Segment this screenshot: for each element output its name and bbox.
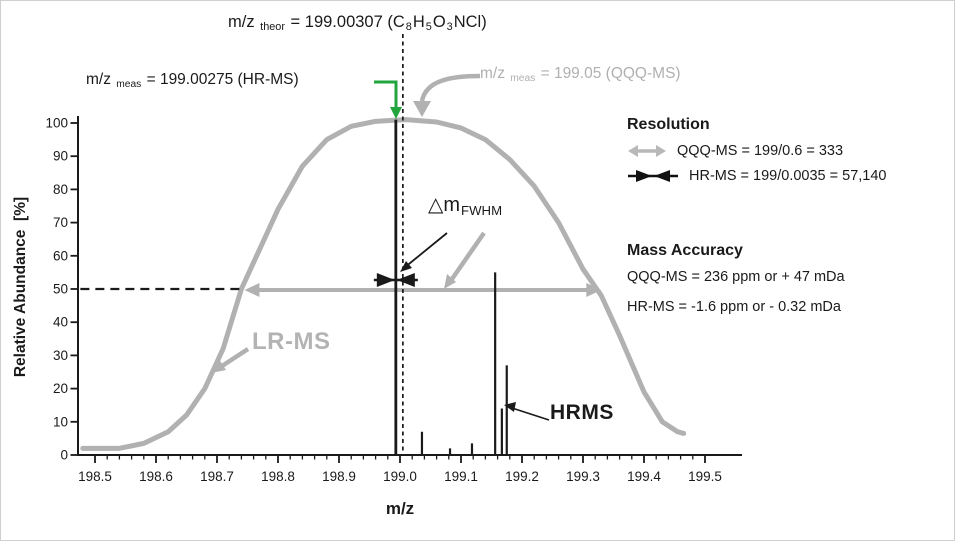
gray-curved-arrow	[413, 73, 481, 117]
accuracy-hr-row: HR-MS = -1.6 ppm or - 0.32 mDa	[627, 299, 845, 315]
hrms-measured-mass-label: m/z meas = 199.00275 (HR-MS)	[86, 71, 299, 90]
bowtie-arrow-icon	[628, 170, 678, 182]
y-axis-title: Relative Abundance [%]	[12, 196, 29, 378]
y-tick-label: 90	[53, 149, 68, 164]
accuracy-qqq-row: QQQ-MS = 236 ppm or + 47 mDa	[627, 269, 845, 285]
x-tick-label: 198.6	[139, 469, 173, 484]
x-tick-label: 199.4	[627, 469, 661, 484]
x-tick-label: 199.0	[383, 469, 417, 484]
hrms-peaks-label: HRMS	[550, 401, 614, 424]
fwhm-black-pointer-arrow	[400, 232, 448, 272]
qqq-fwhm-arrowhead-left	[244, 283, 260, 297]
x-tick-label: 199.2	[505, 469, 539, 484]
delta-m-fwhm-label: △mFWHM	[428, 194, 503, 218]
lrms-curve	[80, 117, 687, 451]
y-tick-label: 100	[45, 116, 68, 131]
y-tick-label: 0	[60, 448, 68, 463]
mass-accuracy-title: Mass Accuracy	[627, 242, 743, 259]
fwhm-gray-pointer-arrow	[444, 231, 486, 289]
double-arrow-icon	[628, 145, 666, 157]
accuracy-hr-text: HR-MS = -1.6 ppm or - 0.32 mDa	[627, 299, 841, 315]
resolution-title: Resolution	[627, 116, 710, 133]
y-tick-label: 30	[53, 348, 68, 363]
y-tick-label: 10	[53, 414, 68, 429]
y-tick-label: 80	[53, 182, 68, 197]
mass-accuracy-legend: Mass Accuracy QQQ-MS = 236 ppm or + 47 m…	[627, 242, 845, 329]
y-tick-label: 60	[53, 248, 68, 263]
resolution-qqq-text: QQQ-MS = 199/0.6 = 333	[677, 143, 844, 159]
x-tick-label: 199.5	[688, 469, 722, 484]
hr-fwhm-marker-right	[396, 273, 415, 288]
x-tick-label: 198.7	[200, 469, 234, 484]
x-tick-label: 198.9	[322, 469, 356, 484]
hrms-pointer-arrow	[504, 402, 550, 421]
resolution-hr-row: HR-MS = 199/0.0035 = 57,140	[627, 168, 887, 184]
theoretical-mass-label: m/z theor = 199.00307 (C8H5O3NCl)	[228, 13, 487, 34]
y-tick-label: 50	[53, 282, 68, 297]
green-measured-arrow	[374, 80, 402, 119]
x-axis-title: m/z	[385, 499, 415, 518]
y-tick-label: 40	[53, 315, 68, 330]
x-tick-label: 198.5	[78, 469, 112, 484]
x-tick-label: 199.3	[566, 469, 600, 484]
lrms-curve-label: LR-MS	[252, 328, 331, 355]
x-tick-label: 198.8	[261, 469, 295, 484]
qqq-measured-mass-label: m/z meas = 199.05 (QQQ-MS)	[480, 65, 681, 84]
accuracy-qqq-text: QQQ-MS = 236 ppm or + 47 mDa	[627, 269, 845, 285]
lrms-pointer-arrow	[211, 347, 250, 373]
y-tick-label: 70	[53, 215, 68, 230]
resolution-legend: Resolution QQQ-MS = 199/0.6 = 333 HR-MS …	[627, 116, 887, 193]
resolution-hr-text: HR-MS = 199/0.0035 = 57,140	[689, 168, 887, 184]
y-tick-label: 20	[53, 381, 68, 396]
hr-fwhm-marker-left	[376, 273, 395, 288]
x-tick-label: 199.1	[444, 469, 478, 484]
qqq-fwhm-arrowhead-right	[586, 283, 602, 297]
resolution-qqq-row: QQQ-MS = 199/0.6 = 333	[627, 143, 887, 159]
